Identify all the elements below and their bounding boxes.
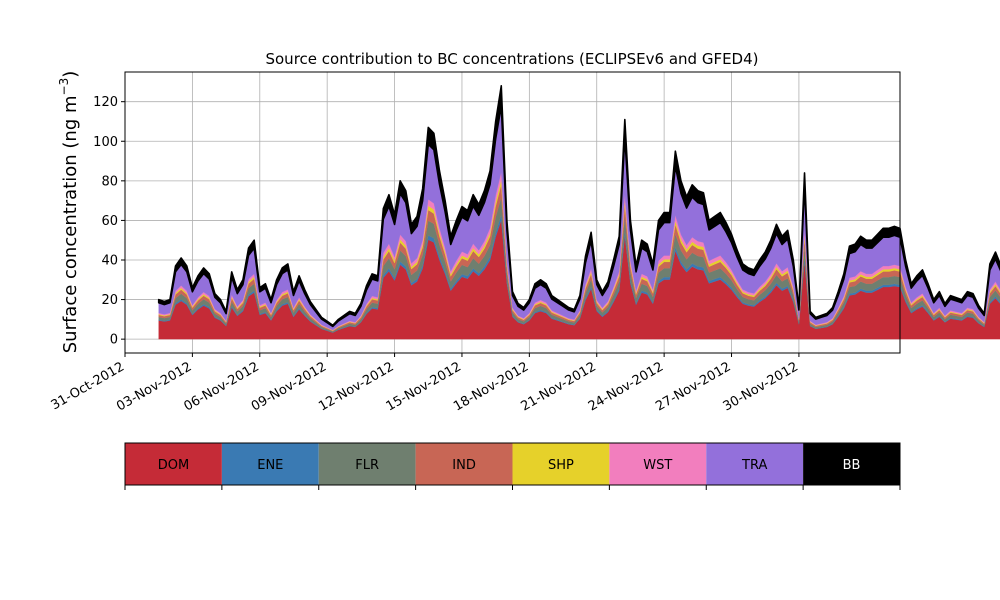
y-axis-label-close: )	[60, 71, 81, 78]
chart-title: Source contribution to BC concentrations…	[265, 50, 758, 68]
y-axis-ticks: 0 20 40 60 80 100 120	[93, 95, 125, 348]
legend-swatch-bb	[803, 443, 900, 485]
legend-label-tra: TRA	[741, 458, 767, 473]
stacked-areas	[157, 85, 1000, 340]
legend-label-dom: DOM	[158, 458, 189, 473]
legend-swatch-flr	[318, 443, 416, 485]
plot-frame	[124, 71, 901, 354]
y-tick-label: 0	[110, 333, 118, 348]
y-axis-label-text: Surface concentration (ng m	[60, 95, 81, 353]
legend-swatch-wst	[609, 443, 707, 485]
y-axis-label-superscript: −3	[57, 78, 71, 96]
legend-swatch-shp	[512, 443, 610, 485]
legend-swatch-ind	[415, 443, 513, 485]
y-tick-label: 120	[93, 95, 118, 110]
legend-label-flr: FLR	[355, 458, 379, 473]
legend-label-shp: SHP	[548, 458, 574, 473]
legend-swatch-dom	[125, 443, 222, 485]
legend-label-wst: WST	[643, 458, 672, 473]
y-tick-label: 40	[101, 253, 118, 268]
legend-label-bb: BB	[843, 458, 861, 473]
area-bb	[157, 85, 1000, 328]
svg-text:Surface concentration (ng m−3): Surface concentration (ng m−3)	[57, 71, 81, 354]
legend-label-ind: IND	[452, 458, 476, 473]
y-tick-label: 80	[101, 174, 118, 189]
legend-swatch-tra	[706, 443, 804, 485]
legend-colorbar: DOM ENE FLR IND SHP WST TRA BB	[124, 442, 901, 490]
y-tick-label: 20	[101, 293, 118, 308]
legend-swatch-ene	[221, 443, 319, 485]
y-tick-label: 100	[93, 135, 118, 150]
legend-label-ene: ENE	[257, 458, 283, 473]
y-tick-label: 60	[101, 214, 118, 229]
y-axis-label: Surface concentration (ng m−3)	[57, 71, 81, 354]
